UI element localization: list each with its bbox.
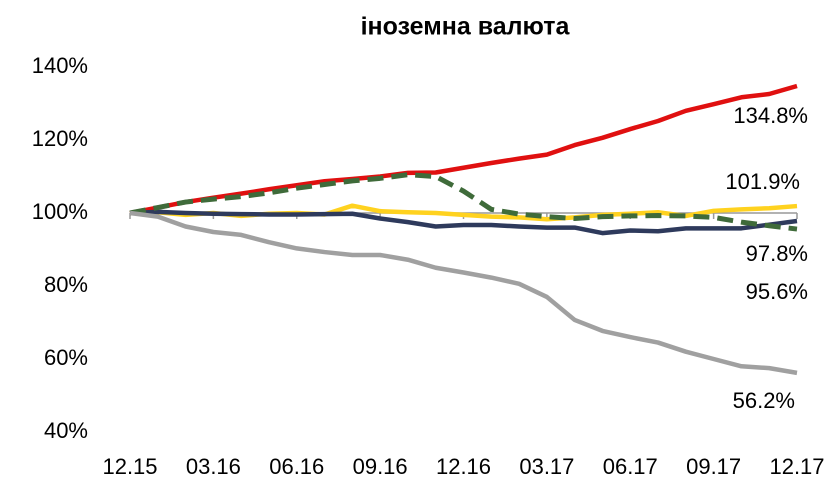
data-label: 134.8% [733,103,808,128]
series-line [129,83,798,216]
y-tick-label: 80% [44,272,88,297]
data-label: 101.9% [725,169,800,194]
x-tick-label: 09.17 [686,454,741,479]
x-tick-label: 03.17 [519,454,574,479]
y-tick-label: 140% [32,53,88,78]
data-label: 95.6% [746,279,808,304]
x-tick-label: 06.16 [269,454,324,479]
data-label: 56.2% [733,388,795,413]
x-tick-label: 03.16 [186,454,241,479]
x-tick-label: 12.16 [436,454,491,479]
y-tick-label: 120% [32,126,88,151]
chart-title: іноземна валюта [361,13,571,41]
data-label: 97.8% [746,241,808,266]
y-tick-label: 100% [32,199,88,224]
y-tick-label: 40% [44,418,88,443]
x-tick-label: 09.16 [353,454,408,479]
y-tick-label: 60% [44,345,88,370]
x-tick-label: 12.17 [769,454,824,479]
series-line [129,210,798,376]
series-line [129,209,798,236]
x-tick-label: 06.17 [603,454,658,479]
series-line [129,172,798,232]
x-tick-label: 12.15 [102,454,157,479]
